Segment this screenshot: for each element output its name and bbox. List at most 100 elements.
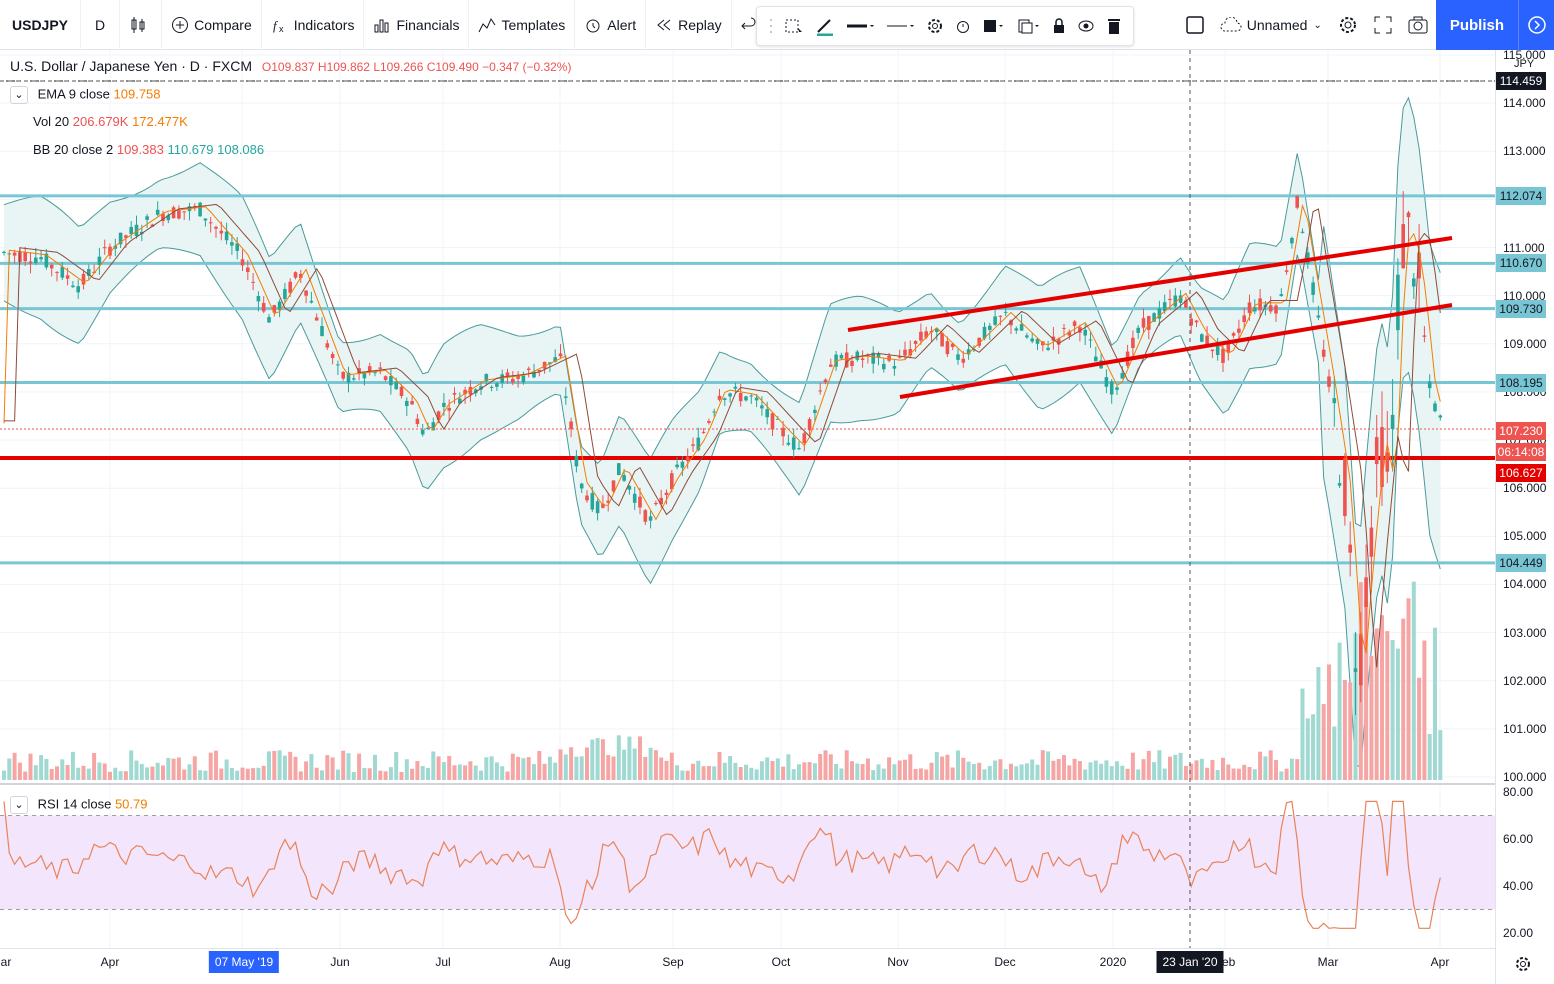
candle-body [781,427,785,437]
date-badge-left: 07 May '19 [208,951,280,973]
financials-button[interactable]: Financials [364,0,470,50]
volume-bar [60,759,65,780]
replay-button[interactable]: Replay [646,0,732,50]
price-tick: 103.000 [1503,625,1547,640]
volume-bar [558,749,563,780]
volume-bar [956,750,960,780]
settings-gear-icon[interactable] [926,17,944,35]
candle-body [685,456,690,462]
price-tick: 115.000 [1503,48,1546,62]
candle-body [28,261,33,264]
trash-icon[interactable] [1106,17,1122,35]
volume-bar [1236,768,1241,780]
volume-bar [55,766,59,780]
time-axis[interactable] [0,948,1495,984]
candle-body [182,211,186,213]
candle-body [1226,343,1231,352]
bb-basis-line [4,203,1441,668]
candle-body [1422,335,1427,337]
volume-bar [950,767,955,780]
right-toolbar: Unnamed ⌄ Publish [1178,0,1554,50]
undo-button[interactable] [732,0,771,50]
chart-settings-button[interactable] [1330,0,1366,50]
candle-body [293,272,298,278]
visibility-eye-icon[interactable] [1077,17,1095,35]
volume-bar [1199,758,1204,780]
snapshot-button[interactable] [1400,0,1436,50]
bb-value-2: 110.679 [167,142,214,157]
lock-icon[interactable] [1051,17,1067,35]
candle-body [1284,270,1289,272]
volume-bar [240,767,245,780]
fullscreen-button[interactable] [1366,0,1400,50]
time-tick: Apr [100,955,120,969]
volume-bar [224,759,229,780]
candle-body [680,461,685,468]
drag-handle-icon[interactable] [768,17,774,35]
templates-button[interactable]: Templates [469,0,576,50]
compare-button[interactable]: Compare [162,0,262,50]
candle-body [12,252,17,256]
alert-button[interactable]: Alert [575,0,647,50]
volume-bar [1003,769,1008,780]
candle-body [405,400,409,407]
collapse-rsi-button[interactable]: ⌄ [10,796,28,814]
candle-body [1009,320,1013,326]
volume-bar [484,757,489,780]
volume-bar [1104,760,1109,780]
select-tool-icon[interactable] [784,16,804,36]
volume-bar [1062,755,1066,780]
interval-button[interactable]: D [81,0,121,50]
volume-bar [150,766,155,780]
candle-body [495,383,499,387]
fill-color-icon[interactable] [982,17,1006,35]
publish-menu-button[interactable] [1518,0,1554,50]
candle-body [585,495,589,501]
chart-type-button[interactable] [120,0,163,50]
layout-menu[interactable]: Unnamed ⌄ [1212,0,1330,50]
level-tag: 109.730 [1496,299,1546,318]
select-checkbox[interactable] [1178,0,1212,50]
trend-lines [0,236,1495,785]
volume-bar [706,766,711,780]
volume-bar [129,750,134,780]
candle-body [892,366,897,369]
alert-add-icon[interactable] [954,17,972,35]
collapse-legend-button[interactable]: ⌄ [10,86,28,104]
line-thickness-icon[interactable] [845,16,875,36]
candle-body [1438,415,1443,418]
volume-bar [600,739,605,780]
symbol-search[interactable]: USDJPY [0,0,82,50]
candle-body [945,341,950,355]
candle-body [1295,196,1299,208]
candle-body [993,316,997,325]
candle-body [776,418,780,420]
candle-body [500,374,504,383]
volume-bar [1332,726,1337,780]
volume-bar [383,771,388,780]
candle-body [1014,328,1019,331]
clone-icon[interactable] [1017,17,1041,35]
candle-body [897,356,902,358]
candle-body [383,376,388,381]
replay-label: Replay [678,16,722,33]
publish-button[interactable]: Publish [1435,0,1518,50]
templates-icon [479,17,496,32]
volume-bar [812,763,817,780]
price-chart[interactable] [0,50,1554,984]
pencil-icon[interactable] [815,16,835,36]
candle-body [1221,348,1225,363]
date-badge-right: 23 Jan '20 [1156,951,1224,973]
line-style-icon[interactable] [885,16,915,36]
candle-body [1406,212,1411,218]
candle-body [1237,328,1241,333]
volume-bar [251,768,256,780]
symbol-title: U.S. Dollar / Japanese Yen · D · FXCM [10,58,252,74]
price-axis[interactable]: JPY [1495,50,1554,984]
volume-bar [261,765,266,780]
volume-bar [388,767,393,780]
settings-icon[interactable] [1514,955,1532,978]
volume-bar [1056,759,1061,780]
candle-body [389,376,393,386]
